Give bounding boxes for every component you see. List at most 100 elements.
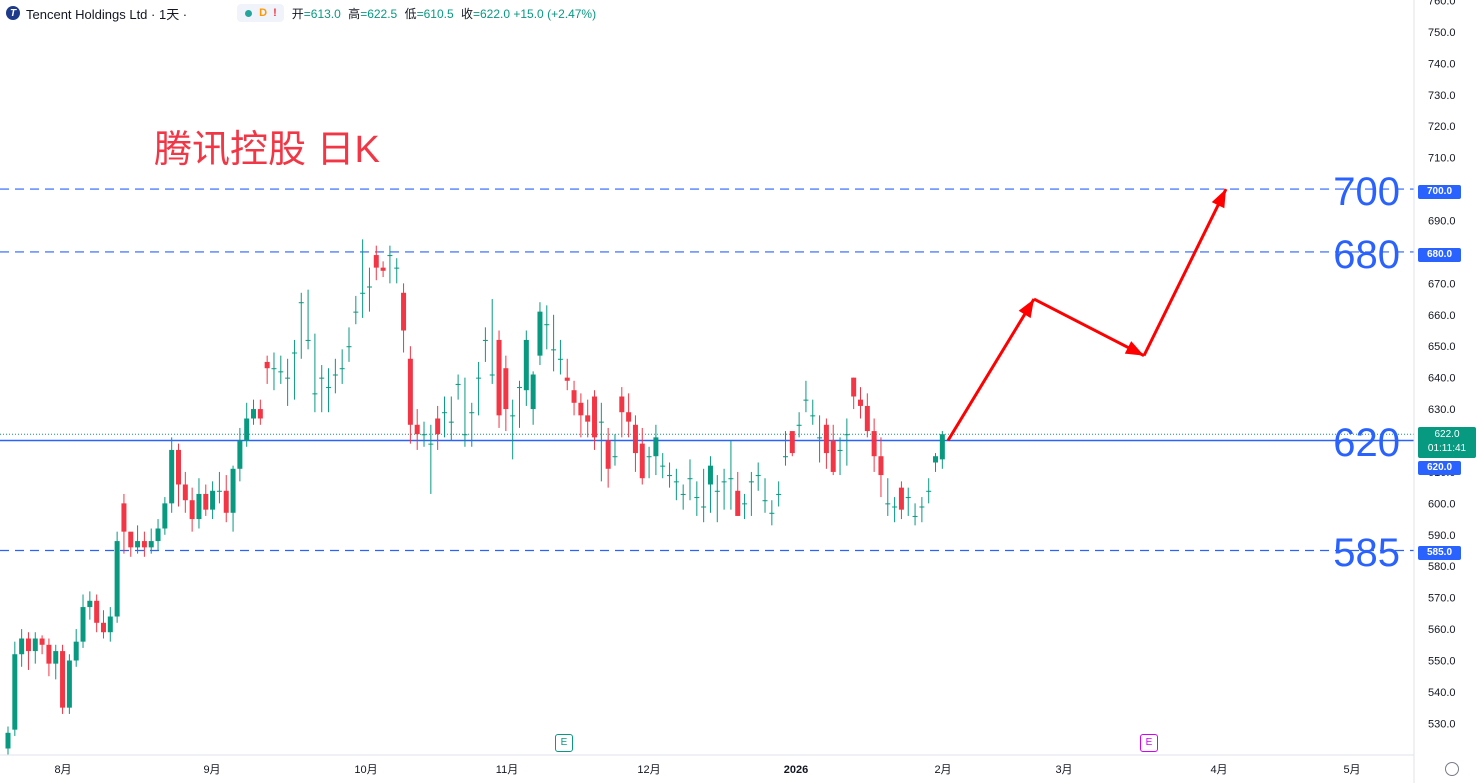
candle xyxy=(19,629,25,667)
candle-body xyxy=(5,732,11,749)
candle xyxy=(353,295,359,325)
earnings-event-upcoming-icon[interactable]: E xyxy=(1140,734,1158,752)
candle xyxy=(107,607,113,642)
candle-body xyxy=(871,431,877,457)
candle xyxy=(851,377,857,410)
candle xyxy=(5,726,11,755)
candle-body xyxy=(919,506,925,508)
candle xyxy=(523,330,529,406)
ohlc-readout: 开=613.0 高=622.5 低=610.5 收=622.0 +15.0 (+… xyxy=(292,5,600,22)
candle-body xyxy=(196,493,202,520)
candle-body xyxy=(694,497,700,499)
candle xyxy=(182,471,188,513)
candle xyxy=(667,462,673,488)
chart-header: T Tencent Holdings Ltd · 1天 · D ! 开=613.… xyxy=(6,4,600,22)
y-tick-label: 580.0 xyxy=(1428,561,1456,573)
candle xyxy=(585,399,591,438)
candle-body xyxy=(387,255,393,257)
candle xyxy=(196,478,202,529)
forecast-arrow-segment xyxy=(1033,297,1145,357)
candle xyxy=(823,418,829,469)
candle xyxy=(455,374,461,400)
candle xyxy=(251,399,257,425)
low-value: =610.5 xyxy=(416,6,454,21)
candle xyxy=(892,497,898,523)
open-value: =613.0 xyxy=(303,6,341,21)
y-tick-label: 730.0 xyxy=(1428,90,1456,102)
candle-body xyxy=(858,399,863,406)
candle xyxy=(898,481,904,520)
candle xyxy=(230,465,236,532)
candle xyxy=(53,644,59,680)
candle xyxy=(626,393,632,438)
status-badges[interactable]: D ! xyxy=(237,4,284,22)
candle-body xyxy=(264,361,270,369)
candle xyxy=(905,487,911,516)
candle xyxy=(462,377,468,447)
candle xyxy=(748,471,754,516)
candle-body xyxy=(851,377,857,397)
candle-body xyxy=(326,387,332,389)
candle-body xyxy=(169,449,175,504)
candle-body xyxy=(598,421,604,423)
candle xyxy=(721,468,727,510)
settings-gear-icon[interactable] xyxy=(1445,762,1459,776)
symbol-title[interactable]: Tencent Holdings Ltd · 1天 · xyxy=(26,6,188,22)
price-tag-700: 700.0 xyxy=(1418,185,1461,199)
candle xyxy=(762,478,768,513)
candle-body xyxy=(830,440,836,472)
candle-body xyxy=(114,541,120,617)
candle-body xyxy=(844,434,850,436)
candle-body xyxy=(646,456,652,458)
candle-body xyxy=(339,368,345,370)
candle-body xyxy=(776,493,782,495)
candle-body xyxy=(898,487,904,510)
close-key: 收 xyxy=(460,6,473,21)
candle xyxy=(701,468,707,523)
candle-body xyxy=(626,412,632,422)
candle-body xyxy=(19,638,25,655)
candle xyxy=(571,380,577,416)
candle-body xyxy=(612,456,618,458)
candle xyxy=(441,396,447,438)
candle xyxy=(769,500,775,526)
candle xyxy=(312,333,318,413)
candle xyxy=(687,459,693,501)
low-key: 低 xyxy=(404,6,417,21)
candle-body xyxy=(517,387,522,389)
candle xyxy=(837,437,843,476)
candle-body xyxy=(585,415,591,422)
candle-body xyxy=(939,434,945,460)
candle xyxy=(885,478,891,516)
time-axis: 8月 9月 10月 11月 12月 2026 2月 3月 4月 5月 xyxy=(54,764,1360,776)
x-tick-label: 10月 xyxy=(354,764,377,776)
candle-body xyxy=(926,490,932,492)
candle-body xyxy=(428,443,434,445)
candle xyxy=(673,468,679,501)
candle-body xyxy=(762,500,768,502)
candle xyxy=(60,644,66,714)
candle xyxy=(291,339,297,400)
x-tick-label: 3月 xyxy=(1055,764,1072,776)
level-label-700: 700 xyxy=(1333,170,1400,214)
current-price-tag: 622.0 01:11:41 xyxy=(1418,427,1476,458)
price-tag-585: 585.0 xyxy=(1418,546,1461,560)
y-tick-label: 760.0 xyxy=(1428,0,1456,7)
forecast-arrow-segment xyxy=(1142,188,1228,357)
earnings-event-icon[interactable]: E xyxy=(555,734,573,752)
candle xyxy=(912,503,918,526)
high-key: 高 xyxy=(348,6,361,21)
candle xyxy=(346,327,352,362)
candle-body xyxy=(510,415,516,417)
warning-badge[interactable]: ! xyxy=(273,7,277,19)
x-tick-label: 2026 xyxy=(784,764,808,776)
candle xyxy=(407,346,413,444)
candle xyxy=(448,396,454,441)
candle xyxy=(830,424,836,476)
delayed-badge[interactable]: D xyxy=(259,7,268,19)
candle-body xyxy=(592,396,598,438)
candle-body xyxy=(503,368,509,410)
candle xyxy=(544,305,550,350)
candle xyxy=(189,487,195,532)
